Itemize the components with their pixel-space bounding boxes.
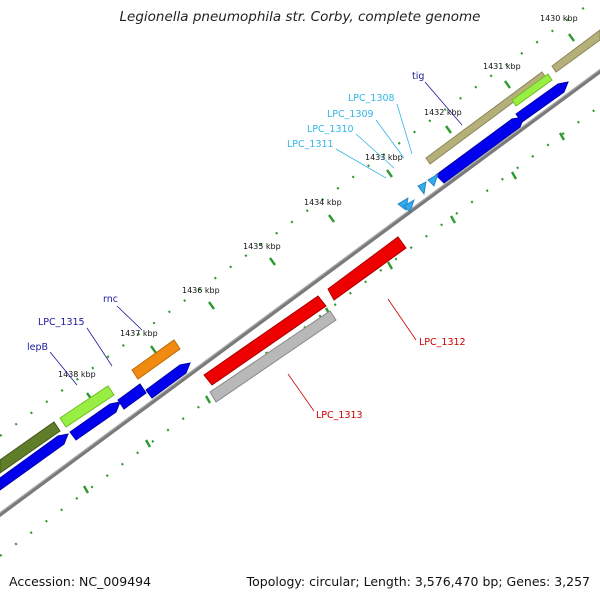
outer-feature-track: [0, 29, 600, 474]
gene-label-LPC_1308[interactable]: LPC_1308: [348, 93, 395, 104]
trna-LPC_1309[interactable]: [417, 181, 427, 195]
gene-label-LPC_1312[interactable]: LPC_1312: [419, 337, 466, 348]
gene-label-lepB[interactable]: lepB: [27, 342, 48, 353]
genome-summary: Topology: circular; Length: 3,576,470 bp…: [246, 574, 590, 589]
gene-bar-dark-olive[interactable]: [0, 421, 61, 474]
gene-bar-LPC_1313[interactable]: [209, 310, 337, 403]
trna-features: [397, 173, 439, 213]
cds-arrow[interactable]: [69, 401, 121, 441]
tick-1433: [386, 169, 393, 178]
tick-1432: [445, 125, 452, 134]
tick-1434: [328, 214, 335, 223]
gene-bar-lepB-lime[interactable]: [59, 385, 115, 428]
tick-label: 1435 kbp: [243, 242, 281, 251]
gene-label-LPC_1309[interactable]: LPC_1309: [327, 109, 374, 120]
tick-label: 1433 kbp: [365, 153, 403, 162]
tick-1437: [150, 345, 157, 354]
cds-track: [0, 81, 569, 491]
tick-1430: [568, 33, 575, 42]
cds-arrow[interactable]: [515, 81, 569, 123]
gene-bar-lime-top[interactable]: [511, 73, 553, 107]
gene-bar-rnc-orange[interactable]: [131, 339, 181, 380]
leader-lines: [49, 81, 463, 412]
gene-label-LPC_1315[interactable]: LPC_1315: [38, 317, 85, 328]
genome-backbone: [0, 68, 600, 518]
tick-label: 1431 kbp: [483, 62, 521, 71]
gene-bar-LPC_1312[interactable]: [327, 236, 407, 301]
gene-labels: tig LPC_1308 LPC_1309 LPC_1310 LPC_1311 …: [27, 71, 466, 421]
tick-label: 1438 kbp: [58, 370, 96, 379]
gene-bar-LPC_1312b[interactable]: [203, 295, 327, 386]
tick-1431: [504, 80, 511, 89]
cds-arrow[interactable]: [117, 383, 147, 410]
trna-LPC_1308[interactable]: [427, 173, 439, 187]
tick-1436: [208, 301, 215, 310]
tick-labels: 1430 kbp 1431 kbp 1432 kbp 1433 kbp 1434…: [58, 14, 578, 379]
cds-arrow[interactable]: [0, 433, 69, 491]
map-title: Legionella pneumophila str. Corby, compl…: [119, 9, 481, 25]
tick-label: 1436 kbp: [182, 286, 220, 295]
tick-1435: [269, 257, 276, 266]
gene-bar-olive-top[interactable]: [551, 29, 600, 73]
trna-LPC_1310[interactable]: [403, 199, 415, 213]
gene-label-rnc[interactable]: rnc: [103, 294, 118, 305]
tick-label: 1437 kbp: [120, 329, 158, 338]
tick-label: 1432 kbp: [424, 108, 462, 117]
gene-label-LPC_1313[interactable]: LPC_1313: [316, 410, 363, 421]
gene-label-LPC_1311[interactable]: LPC_1311: [287, 139, 334, 150]
tick-label: 1430 kbp: [540, 14, 578, 23]
gene-label-LPC_1310[interactable]: LPC_1310: [307, 124, 354, 135]
gene-label-tig[interactable]: tig: [412, 71, 424, 82]
inner-ticks: [82, 132, 566, 494]
cds-arrow[interactable]: [145, 362, 191, 399]
major-ticks: [86, 33, 575, 401]
inner-feature-track: [203, 236, 407, 403]
tick-label: 1434 kbp: [304, 198, 342, 207]
accession-label: Accession: NC_009494: [9, 574, 152, 589]
